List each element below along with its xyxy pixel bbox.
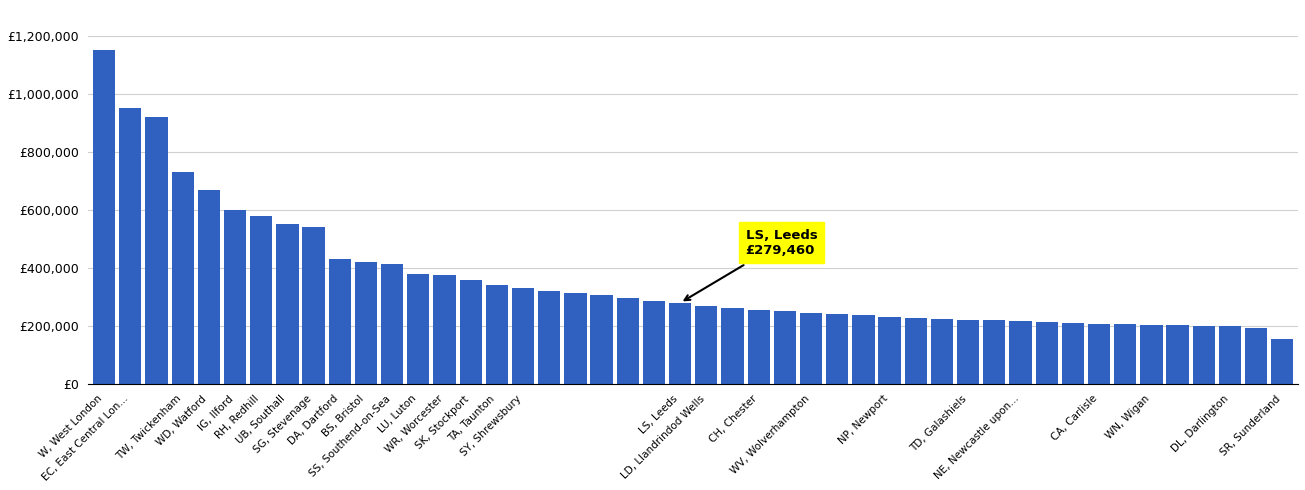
Bar bbox=[590, 295, 613, 384]
Bar bbox=[1167, 325, 1189, 384]
Bar bbox=[1088, 323, 1111, 384]
Bar bbox=[617, 298, 639, 384]
Bar bbox=[485, 285, 508, 384]
Bar bbox=[1009, 321, 1032, 384]
Bar bbox=[381, 264, 403, 384]
Bar bbox=[459, 279, 482, 384]
Bar bbox=[538, 291, 560, 384]
Bar bbox=[983, 320, 1005, 384]
Bar bbox=[1245, 328, 1267, 384]
Bar bbox=[826, 314, 848, 384]
Bar bbox=[198, 190, 221, 384]
Bar bbox=[696, 306, 718, 384]
Bar bbox=[224, 210, 247, 384]
Bar bbox=[329, 259, 351, 384]
Bar bbox=[303, 227, 325, 384]
Bar bbox=[1062, 323, 1084, 384]
Text: LS, Leeds
£279,460: LS, Leeds £279,460 bbox=[685, 228, 817, 300]
Bar bbox=[119, 108, 141, 384]
Bar bbox=[407, 274, 429, 384]
Bar bbox=[1141, 325, 1163, 384]
Bar bbox=[145, 117, 167, 384]
Bar bbox=[852, 316, 874, 384]
Bar bbox=[355, 262, 377, 384]
Bar bbox=[878, 317, 900, 384]
Bar bbox=[904, 318, 927, 384]
Bar bbox=[722, 308, 744, 384]
Bar bbox=[643, 301, 666, 384]
Bar bbox=[277, 224, 299, 384]
Bar bbox=[800, 313, 822, 384]
Bar bbox=[93, 50, 115, 384]
Bar bbox=[1271, 339, 1293, 384]
Bar bbox=[171, 172, 194, 384]
Bar bbox=[1193, 326, 1215, 384]
Bar bbox=[1036, 322, 1058, 384]
Bar bbox=[930, 318, 953, 384]
Bar bbox=[251, 216, 273, 384]
Bar bbox=[1219, 326, 1241, 384]
Bar bbox=[957, 319, 979, 384]
Bar bbox=[433, 275, 455, 384]
Bar bbox=[564, 294, 586, 384]
Bar bbox=[1114, 324, 1137, 384]
Bar bbox=[774, 312, 796, 384]
Bar bbox=[669, 303, 692, 384]
Bar bbox=[512, 288, 534, 384]
Bar bbox=[748, 310, 770, 384]
